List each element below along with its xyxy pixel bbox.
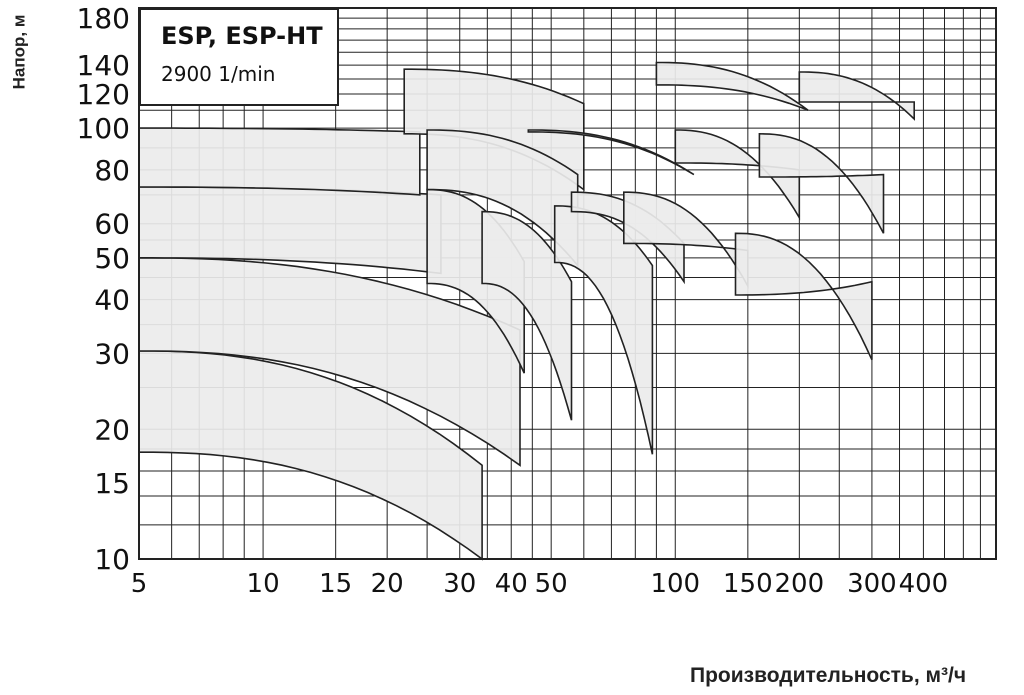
y-tick-label: 120 xyxy=(77,78,130,111)
x-tick-label: 100 xyxy=(650,569,700,599)
x-tick-label: 10 xyxy=(247,569,280,599)
performance-zone-z16 xyxy=(758,132,885,234)
chart-subtitle: 2900 1/min xyxy=(161,62,276,86)
chart-title: ESP, ESP-HT xyxy=(161,22,323,50)
y-tick-label: 80 xyxy=(94,154,130,187)
performance-zone-z4 xyxy=(138,127,421,196)
x-tick-label: 20 xyxy=(371,569,404,599)
y-axis-label: Напор, м xyxy=(9,14,29,90)
performance-zone-z15 xyxy=(734,232,873,361)
x-tick-label: 300 xyxy=(847,569,897,599)
performance-zone-z14 xyxy=(655,61,809,112)
x-tick-label: 5 xyxy=(131,569,148,599)
x-tick-label: 150 xyxy=(723,569,773,599)
y-tick-label: 20 xyxy=(94,413,130,446)
x-tick-label: 15 xyxy=(319,569,352,599)
y-tick-label: 60 xyxy=(94,208,130,241)
performance-areas xyxy=(138,61,915,561)
x-axis-label: Производительность, м³/ч xyxy=(690,664,967,687)
performance-zone-z6 xyxy=(481,210,573,421)
performance-zone-z1 xyxy=(138,350,483,561)
y-tick-label: 140 xyxy=(77,49,130,82)
plot-frame xyxy=(138,7,997,560)
x-tick-label: 200 xyxy=(775,569,825,599)
legend-box: ESP, ESP-HT 2900 1/min xyxy=(139,8,339,106)
x-tick-labels: 5 10 15 20 30 40 50 100 150 200 300 400 xyxy=(131,569,949,599)
y-tick-label: 180 xyxy=(77,2,130,35)
x-tick-label: 50 xyxy=(535,569,568,599)
performance-zone-z11 xyxy=(527,129,695,176)
x-tick-label: 40 xyxy=(495,569,528,599)
y-tick-label: 40 xyxy=(94,284,130,317)
performance-zone-z8 xyxy=(426,129,579,268)
y-tick-label: 10 xyxy=(94,543,130,576)
performance-zone-z17 xyxy=(798,71,915,121)
x-tick-label: 30 xyxy=(443,569,476,599)
y-tick-label: 100 xyxy=(77,112,130,145)
x-tick-label: 400 xyxy=(899,569,949,599)
y-tick-label: 30 xyxy=(94,337,130,370)
y-tick-label: 15 xyxy=(94,467,130,500)
y-tick-label: 50 xyxy=(94,242,130,275)
